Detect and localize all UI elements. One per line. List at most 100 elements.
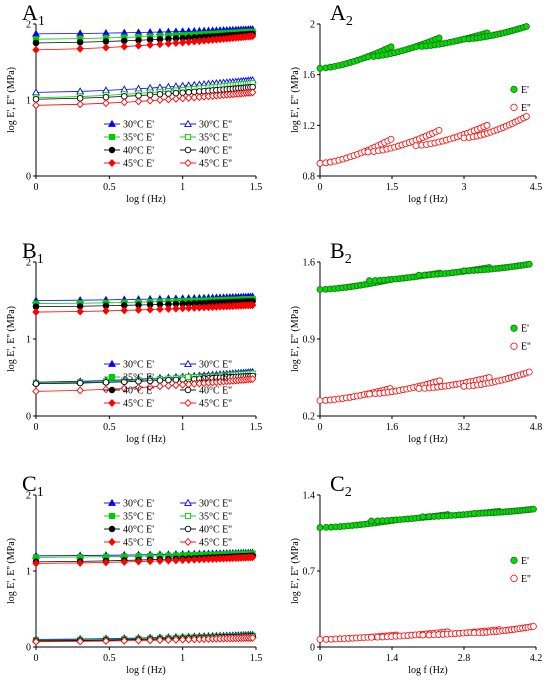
legend-marker [510,574,518,582]
data-point [178,556,187,565]
x-tick-label: 4.2 [530,653,543,664]
legend: 30°C E' 35°C E' 40°C E' 45°C E' 30°C E'' 35°C… [104,120,232,170]
data-point [76,637,84,646]
y-tick-label: 1 [26,96,31,107]
legend: E' E'' [510,324,531,353]
panel-label: B2 [330,238,352,267]
legend-marker [108,538,116,546]
panel-letter: B [330,238,345,263]
panel-label: C2 [330,471,352,500]
data-point [248,301,257,310]
data-point [164,381,173,390]
data-point [164,635,173,644]
data-point [387,135,395,143]
data-point [146,636,154,645]
y-tick-label: 1.2 [303,121,316,132]
panel-subscript: 2 [345,485,352,500]
panel-label: A2 [330,0,353,29]
legend-marker [108,119,116,127]
x-tick-label: 0 [318,182,323,193]
legend-marker [184,159,192,167]
x-tick-label: 0 [318,653,323,664]
legend-label: 40°C E' [123,146,154,157]
x-tick-label: 0.5 [103,422,116,433]
legend-marker [108,373,116,381]
x-tick-label: 0 [34,422,39,433]
legend-marker [510,103,518,111]
series-loss-modulus [316,113,530,167]
y-tick-label: 2 [26,491,31,502]
legend-label: 45°C E'' [199,159,232,170]
data-point [102,385,110,394]
data-point [32,387,40,396]
legend-label: 35°C E'' [199,512,232,523]
y-tick-label: 0.8 [303,172,316,183]
legend-label: 30°C E'' [199,120,232,131]
data-point [76,558,84,567]
x-axis-label: log f (Hz) [408,665,447,676]
x-tick-label: 1.4 [386,653,399,664]
data-point [102,637,110,646]
series-storage-modulus [316,260,533,293]
legend-marker [510,342,518,350]
data-point [523,113,530,120]
data-point [156,636,164,645]
data-point [120,384,129,393]
x-tick-label: 1.5 [250,422,263,433]
data-point [76,307,84,316]
data-point [435,126,443,134]
legend-label: 45°C E' [123,399,154,410]
x-tick-label: 1 [180,422,185,433]
data-point [364,53,372,61]
series-45-c-e- [32,88,257,110]
data-point [366,277,373,285]
data-point [146,40,154,49]
legend-label: 40°C E'' [199,525,232,536]
legend-marker [184,399,192,407]
y-axis-label: log E', E'' (MPa) [6,67,17,133]
data-point [32,101,40,110]
x-tick-label: 4.5 [530,182,543,193]
legend-marker [184,146,192,154]
x-tick-label: 1.5 [250,653,263,664]
panel-letter: A [330,0,346,25]
x-tick-label: 0 [34,182,39,193]
x-tick-label: 0 [34,653,39,664]
legend-marker [108,525,116,533]
data-point [412,43,420,51]
x-tick-label: 2.8 [458,653,471,664]
data-point [387,43,395,51]
data-point [366,390,373,398]
data-point [76,100,84,109]
data-point [32,88,40,96]
data-point [530,622,537,630]
data-point [102,93,110,101]
data-point [134,636,143,645]
data-point [32,95,40,103]
data-point [525,368,533,376]
y-tick-label: 1 [26,567,31,578]
data-point [134,383,143,392]
data-point [184,555,193,564]
series-45-c-e- [32,633,257,646]
series-40-c-e- [32,298,256,310]
x-tick-label: 1 [180,182,185,193]
data-point [76,386,84,395]
data-point [172,381,180,390]
legend-label: 45°C E'' [199,538,232,549]
panel-label: C1 [22,471,44,500]
data-point [101,28,110,36]
data-point [156,96,164,104]
data-point [248,553,257,562]
data-point [184,93,193,102]
data-point [32,380,40,387]
legend-label: 35°C E' [123,373,154,384]
panel-letter: A [22,0,38,25]
series-storage-modulus [316,23,530,72]
y-tick-label: 0 [310,643,315,654]
legend: E' E'' [510,85,531,114]
data-point [120,636,129,645]
legend-label: 30°C E' [123,360,154,371]
series-45-c-e- [32,553,257,568]
x-tick-label: 1.5 [250,182,263,193]
